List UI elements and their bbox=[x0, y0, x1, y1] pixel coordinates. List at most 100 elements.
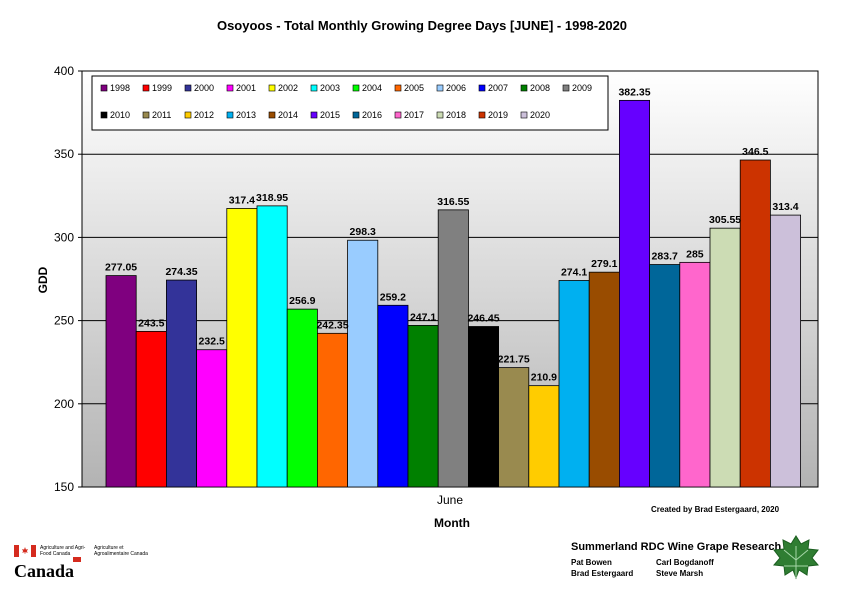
legend-swatch bbox=[310, 111, 318, 119]
legend-swatch bbox=[184, 84, 192, 92]
researcher-name: Brad Estergaard bbox=[571, 569, 634, 578]
legend-label: 2018 bbox=[446, 110, 466, 120]
legend-label: 2016 bbox=[362, 110, 382, 120]
bar-2019 bbox=[739, 159, 771, 488]
department-name-fr: Agriculture et Agroalimentaire Canada bbox=[94, 545, 148, 557]
legend-label: 2012 bbox=[194, 110, 214, 120]
bar-2008 bbox=[407, 325, 439, 488]
bar-2001 bbox=[196, 349, 228, 488]
legend-label: 1999 bbox=[152, 83, 172, 93]
legend-swatch bbox=[226, 84, 234, 92]
bar-2017 bbox=[679, 261, 711, 488]
legend-swatch bbox=[436, 84, 444, 92]
data-label: 317.4 bbox=[229, 194, 255, 206]
legend-label: 2014 bbox=[278, 110, 298, 120]
legend-swatch bbox=[562, 84, 570, 92]
legend-label: 2010 bbox=[110, 110, 130, 120]
legend-label: 2017 bbox=[404, 110, 424, 120]
legend-swatch bbox=[142, 111, 150, 119]
legend-label: 2015 bbox=[320, 110, 340, 120]
data-label: 316.55 bbox=[437, 196, 469, 208]
legend-swatch bbox=[100, 111, 108, 119]
y-tick-label: 200 bbox=[54, 397, 74, 411]
legend-swatch bbox=[352, 111, 360, 119]
legend-label: 2013 bbox=[236, 110, 256, 120]
bar-2000 bbox=[165, 279, 197, 488]
legend-label: 2000 bbox=[194, 83, 214, 93]
y-tick-label: 300 bbox=[54, 230, 74, 244]
data-label: 346.5 bbox=[742, 146, 768, 158]
data-label: 279.1 bbox=[591, 258, 617, 270]
y-axis-title: GDD bbox=[36, 266, 50, 293]
bar-2012 bbox=[528, 385, 560, 488]
wordmark-flag-icon bbox=[73, 557, 81, 562]
agriculture-canada-logo: Agriculture and Agri-Food Canada Agricul… bbox=[14, 545, 164, 585]
data-label: 382.35 bbox=[618, 86, 650, 98]
bar-2011 bbox=[498, 367, 530, 488]
chart-title: Osoyoos - Total Monthly Growing Degree D… bbox=[216, 18, 628, 33]
legend-label: 2020 bbox=[530, 110, 550, 120]
data-label: 243.5 bbox=[138, 317, 164, 329]
bar-2015 bbox=[619, 99, 651, 488]
research-title: Summerland RDC Wine Grape Research bbox=[571, 541, 782, 553]
data-label: 274.1 bbox=[561, 266, 587, 278]
bar-1999 bbox=[135, 331, 167, 488]
grape-leaf-icon bbox=[772, 535, 820, 580]
y-axis-ticks: 150 200 250 300 350 400 bbox=[54, 64, 82, 494]
legend-swatch bbox=[394, 111, 402, 119]
legend-swatch bbox=[184, 111, 192, 119]
credit-text: Created by Brad Estergaard, 2020 bbox=[651, 505, 780, 514]
y-tick-label: 350 bbox=[54, 147, 74, 161]
legend-label: 2011 bbox=[152, 110, 171, 120]
legend-swatch bbox=[142, 84, 150, 92]
data-label: 221.75 bbox=[498, 354, 530, 366]
legend-swatch bbox=[478, 84, 486, 92]
bar-2010 bbox=[467, 326, 499, 488]
data-label: 305.55 bbox=[709, 214, 741, 226]
legend-swatch bbox=[268, 111, 276, 119]
legend-swatch bbox=[520, 111, 528, 119]
canada-flag-icon bbox=[14, 545, 36, 557]
bar-2013 bbox=[558, 280, 590, 488]
data-label: 298.3 bbox=[350, 226, 376, 238]
legend-label: 2009 bbox=[572, 83, 592, 93]
legend-label: 2003 bbox=[320, 83, 340, 93]
data-label: 247.1 bbox=[410, 311, 436, 323]
legend-label: 2002 bbox=[278, 83, 298, 93]
bar-series bbox=[105, 99, 802, 488]
legend: 1998 1999 2000 2001 2002 2003 2004 2005 2006 2007… bbox=[91, 75, 609, 131]
bar-2016 bbox=[649, 264, 681, 488]
legend-label: 2004 bbox=[362, 83, 382, 93]
legend-swatch bbox=[520, 84, 528, 92]
data-label: 318.95 bbox=[256, 192, 288, 204]
legend-label: 2001 bbox=[236, 83, 256, 93]
bar-2020 bbox=[770, 214, 802, 488]
research-credits: Summerland RDC Wine Grape Research Pat B… bbox=[571, 541, 791, 578]
bar-2002 bbox=[226, 208, 258, 488]
y-tick-label: 150 bbox=[54, 480, 74, 494]
bar-2014 bbox=[588, 271, 620, 488]
y-tick-label: 250 bbox=[54, 314, 74, 328]
legend-swatch bbox=[310, 84, 318, 92]
bar-2006 bbox=[347, 239, 379, 488]
data-label: 285 bbox=[686, 248, 704, 260]
legend-swatch bbox=[268, 84, 276, 92]
bar-2005 bbox=[316, 332, 348, 488]
legend-label: 2006 bbox=[446, 83, 466, 93]
legend-label: 2019 bbox=[488, 110, 508, 120]
bar-2009 bbox=[437, 209, 469, 488]
department-name-en: Agriculture and Agri-Food Canada bbox=[40, 545, 86, 557]
bar-2004 bbox=[286, 308, 318, 488]
legend-swatch bbox=[394, 84, 402, 92]
bar-1998 bbox=[105, 275, 137, 488]
legend-label: 1998 bbox=[110, 83, 130, 93]
canada-wordmark: Canada bbox=[14, 561, 75, 581]
data-label: 283.7 bbox=[652, 251, 678, 263]
data-label: 210.9 bbox=[531, 372, 557, 384]
researcher-name: Steve Marsh bbox=[656, 569, 704, 578]
data-label: 274.35 bbox=[165, 266, 197, 278]
x-category-label: June bbox=[437, 493, 463, 507]
data-label: 313.4 bbox=[772, 201, 798, 213]
